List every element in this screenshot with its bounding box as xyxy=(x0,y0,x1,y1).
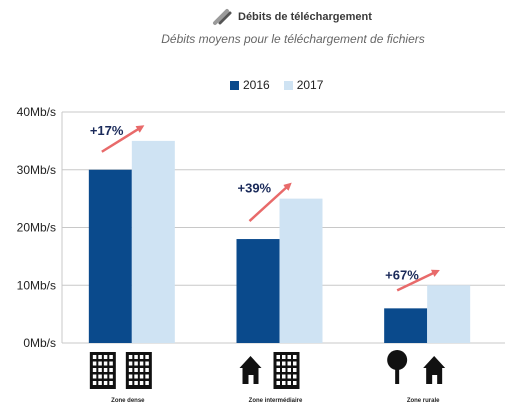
growth-annotation: +17% xyxy=(90,123,124,138)
house-icon xyxy=(239,356,262,384)
y-tick-label: 40Mb/s xyxy=(17,105,56,119)
legend-label-2016: 2016 xyxy=(243,78,270,92)
legend-item-2017: 2017 xyxy=(283,78,324,92)
growth-arrow xyxy=(396,269,440,292)
legend-swatch-2016 xyxy=(230,80,239,90)
growth-annotation: +39% xyxy=(238,181,272,196)
legend-item-2016: 2016 xyxy=(230,78,270,92)
category-label: Zone intermédiaire xyxy=(249,398,303,404)
chart-header: Débits de téléchargement Débits moyens p… xyxy=(0,0,526,60)
bar-2017-2 xyxy=(427,285,471,343)
growth-arrow xyxy=(248,182,292,222)
bar-2016-1 xyxy=(236,239,280,343)
bar-2016-0 xyxy=(88,169,132,343)
house-icon xyxy=(423,356,446,384)
category-label: Zone dense xyxy=(111,398,145,404)
chart-title: Débits de téléchargement xyxy=(238,11,372,23)
download-arrow-icon xyxy=(213,9,232,25)
y-tick-label: 10Mb/s xyxy=(17,278,56,292)
building-icon xyxy=(273,352,300,389)
building-icon xyxy=(89,352,116,389)
tree-icon xyxy=(387,350,408,384)
legend-label-2017: 2017 xyxy=(296,78,324,92)
legend: 2016 2017 xyxy=(230,78,337,92)
bar-2016-2 xyxy=(384,308,428,343)
category-label: Zone rurale xyxy=(407,398,440,404)
bar-2017-0 xyxy=(131,140,175,343)
y-tick-label: 20Mb/s xyxy=(17,221,56,235)
y-tick-label: 30Mb/s xyxy=(17,163,56,177)
building-icon xyxy=(125,352,152,389)
y-tick-label: 0Mb/s xyxy=(23,336,56,350)
growth-arrow xyxy=(101,125,145,153)
chart-subtitle: Débits moyens pour le téléchargement de … xyxy=(161,32,425,46)
title-row: Débits de téléchargement xyxy=(212,8,372,26)
growth-annotation: +67% xyxy=(385,267,419,282)
legend-swatch-2017 xyxy=(283,80,293,90)
bar-2017-1 xyxy=(279,198,323,343)
